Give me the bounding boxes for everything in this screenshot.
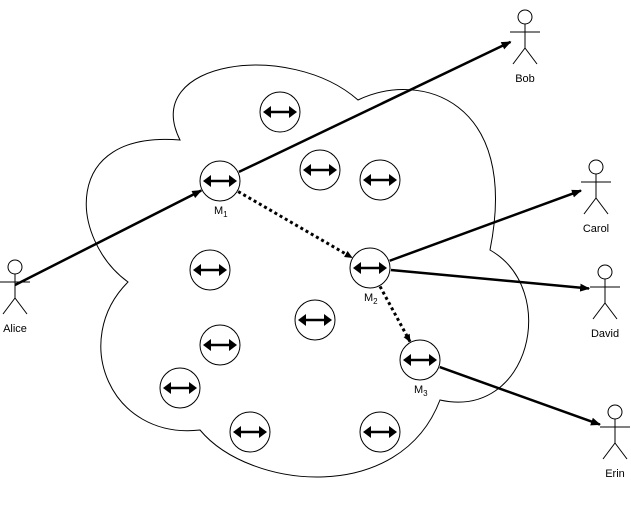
edge-alice-m1 <box>14 189 203 287</box>
bidirectional-arrow-icon <box>403 354 437 366</box>
actor-label: Erin <box>605 468 625 480</box>
bidirectional-arrow-icon <box>363 426 397 438</box>
stick-figure-icon <box>581 159 611 215</box>
bidirectional-arrow-icon <box>203 339 237 351</box>
bidirectional-arrow-icon <box>203 175 237 187</box>
bidirectional-arrow-icon <box>353 262 387 274</box>
relay-node <box>299 149 341 191</box>
edge-m2-m3 <box>378 285 412 343</box>
edge-m3-erin <box>439 365 601 426</box>
mix-label: M2 <box>364 292 378 306</box>
relay-node <box>294 299 336 341</box>
bidirectional-arrow-icon <box>363 174 397 186</box>
actor-label: David <box>591 328 619 340</box>
actor-bob: Bob <box>510 9 540 85</box>
relay-node <box>199 324 241 366</box>
relay-node <box>159 367 201 409</box>
actor-label: Carol <box>583 223 609 235</box>
mix-label: M1 <box>214 205 228 219</box>
actor-carol: Carol <box>581 159 611 235</box>
actor-label: Bob <box>515 73 535 85</box>
relay-node <box>259 91 301 133</box>
relay-node <box>229 411 271 453</box>
mix-node-m1 <box>199 160 241 202</box>
actor-label: Alice <box>3 323 27 335</box>
edge-m2-david <box>390 268 591 292</box>
stick-figure-icon <box>510 9 540 65</box>
actor-erin: Erin <box>600 404 630 480</box>
edge-m1-bob <box>238 40 512 174</box>
stick-figure-icon <box>590 264 620 320</box>
stick-figure-icon <box>0 259 30 315</box>
mix-node-m2 <box>349 247 391 289</box>
bidirectional-arrow-icon <box>298 314 332 326</box>
network-cloud <box>85 64 530 478</box>
edge-m1-m2 <box>237 190 353 259</box>
mix-node-m3 <box>399 339 441 381</box>
relay-node <box>189 249 231 291</box>
bidirectional-arrow-icon <box>263 106 297 118</box>
relay-node <box>359 159 401 201</box>
bidirectional-arrow-icon <box>193 264 227 276</box>
bidirectional-arrow-icon <box>303 164 337 176</box>
mix-label: M3 <box>414 384 428 398</box>
actor-david: David <box>590 264 620 340</box>
bidirectional-arrow-icon <box>233 426 267 438</box>
actor-alice: Alice <box>0 259 30 335</box>
edge-m2-carol <box>389 189 582 262</box>
bidirectional-arrow-icon <box>163 382 197 394</box>
stick-figure-icon <box>600 404 630 460</box>
relay-node <box>359 411 401 453</box>
